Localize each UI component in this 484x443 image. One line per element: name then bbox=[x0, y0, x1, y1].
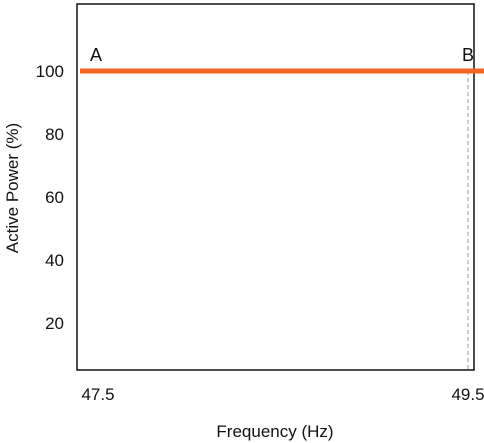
x-tick-label: 47.5 bbox=[81, 385, 114, 404]
point-labels: ABCDE bbox=[90, 45, 474, 65]
x-axis-label: Frequency (Hz) bbox=[216, 422, 333, 441]
x-tick-label: 49.5 bbox=[451, 385, 484, 404]
y-tick-label: 100 bbox=[36, 62, 64, 81]
point-label-b: B bbox=[462, 45, 474, 65]
reference-lines bbox=[467, 70, 469, 370]
y-axis-label: Active Power (%) bbox=[3, 123, 22, 253]
x-tick-labels: 47.549.550.551.5 bbox=[81, 385, 484, 404]
series-line bbox=[80, 68, 484, 74]
y-tick-label: 40 bbox=[45, 251, 64, 270]
y-tick-label: 60 bbox=[45, 188, 64, 207]
plot-frame bbox=[76, 3, 475, 371]
y-tick-label: 80 bbox=[45, 125, 64, 144]
point-label-a: A bbox=[90, 45, 102, 65]
y-tick-labels: 20 40 60 80 100 bbox=[36, 62, 64, 333]
y-tick-label: 20 bbox=[45, 314, 64, 333]
